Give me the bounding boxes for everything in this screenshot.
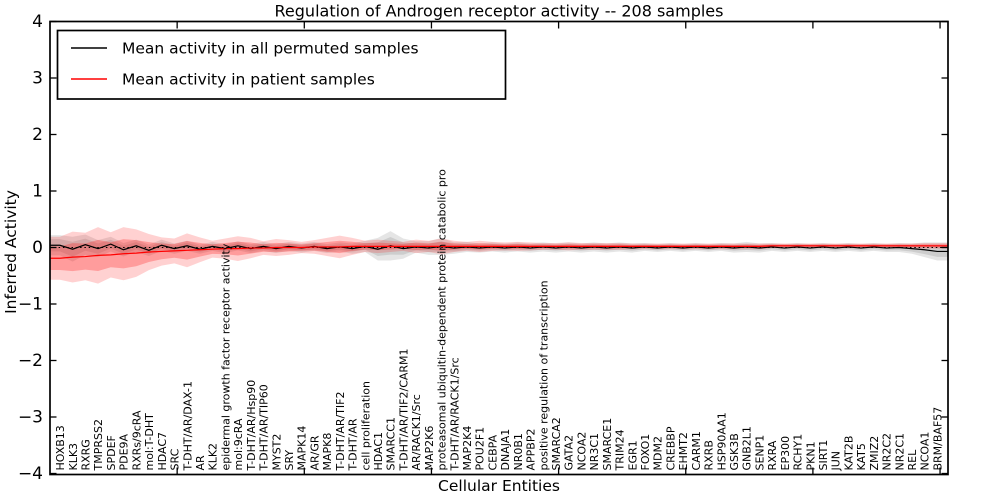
x-tick-label: MYST2 <box>270 434 283 471</box>
legend-box <box>56 29 507 100</box>
x-tick-labels: HOXB13 KLK3 RXRG TMPRSS2 SPDEF PDE9A RXRs/9cRA… <box>54 169 944 472</box>
x-axis-label: Cellular Entities <box>438 477 560 495</box>
axis-ticks <box>50 20 948 475</box>
x-tick-label: GSK3B <box>728 433 741 470</box>
x-tick-label: HOXB13 <box>54 425 67 470</box>
x-tick-label: SIRT1 <box>817 440 830 471</box>
x-tick-label: EHMT2 <box>677 432 690 470</box>
x-tick-label: NR0B1 <box>512 433 525 470</box>
x-tick-label: T-DHT/AR/TIF2/CARM1 <box>397 348 410 471</box>
y-tick-label: −3 <box>18 408 43 428</box>
x-tick-label: T-DHT/AR/TIF2 <box>334 391 347 471</box>
x-tick-label: NR2C2 <box>881 433 894 471</box>
x-tick-label: NR2C1 <box>893 433 906 471</box>
mean-lines <box>50 243 948 259</box>
x-tick-label: RXRG <box>80 439 93 470</box>
x-tick-label: T-DHT/AR/DAX-1 <box>181 381 194 471</box>
x-tick-label: EGR1 <box>626 440 639 470</box>
x-tick-label: POU2F1 <box>474 427 487 471</box>
x-tick-label: KAT5 <box>855 443 868 470</box>
x-tick-label: CARM1 <box>690 431 703 470</box>
x-tick-label: PDE9A <box>118 433 131 470</box>
x-tick-label: SPDEF <box>105 435 118 470</box>
x-tick-label: KLK3 <box>67 443 80 471</box>
x-tick-label: MAP2K4 <box>461 426 474 471</box>
x-tick-label: REL <box>906 449 919 471</box>
y-tick-label: 2 <box>32 125 43 145</box>
x-tick-label: MDM2 <box>652 436 665 470</box>
plot-frame <box>49 20 949 476</box>
x-tick-label: RXRs/9cRA <box>130 410 143 471</box>
x-tick-label: KLK2 <box>207 443 220 471</box>
x-tick-label: HDAC1 <box>372 432 385 471</box>
x-tick-label: T-DHT/AR/TIP60 <box>258 384 271 471</box>
x-tick-label: T-DHT/AR/Hsp90 <box>245 380 258 472</box>
x-tick-label: EP300 <box>779 436 792 471</box>
chart-title: Regulation of Androgen receptor activity… <box>275 2 724 21</box>
x-tick-label: SMARCA2 <box>550 417 563 470</box>
permuted-mean-line <box>50 243 948 253</box>
x-tick-label: KAT2B <box>842 436 855 471</box>
x-tick-label: AR/RACK1/Src <box>410 394 423 470</box>
y-tick-label: −1 <box>18 295 43 315</box>
x-tick-label: RCHY1 <box>792 434 805 471</box>
x-tick-label: MAP2K6 <box>423 426 436 471</box>
legend: Mean activity in all permuted samples Me… <box>56 29 507 100</box>
confidence-bands <box>50 227 948 284</box>
x-tick-label: MAPK8 <box>321 433 334 471</box>
legend-label-patient-samples: Mean activity in patient samples <box>122 71 375 89</box>
x-tick-label: APPBP2 <box>525 429 538 471</box>
x-tick-label: FOXO1 <box>639 434 652 471</box>
x-tick-label: NCOA2 <box>575 432 588 471</box>
x-tick-label: DNAJA1 <box>499 429 512 471</box>
x-tick-label: CREBBP <box>664 426 677 470</box>
y-axis-label: Inferred Activity <box>2 190 20 314</box>
patient-band-outer <box>50 227 948 284</box>
x-tick-label: SRC <box>169 448 182 470</box>
x-tick-label: JUN <box>830 451 843 472</box>
x-tick-label: BRM/BAF57 <box>931 407 944 471</box>
x-tick-label: RXRB <box>703 440 716 470</box>
x-tick-label: HDAC7 <box>156 432 169 471</box>
x-tick-label: RXRA <box>766 440 779 470</box>
x-tick-label: T-DHT/AR <box>347 418 360 471</box>
x-tick-label: epidermal growth factor receptor activit… <box>219 243 232 470</box>
x-tick-label: positive regulation of transcription <box>537 280 550 470</box>
x-tick-label: NCOA1 <box>919 432 932 471</box>
x-tick-label: TMPRSS2 <box>92 419 105 471</box>
x-tick-label: GATA2 <box>563 435 576 471</box>
y-tick-label: 3 <box>32 69 43 89</box>
x-tick-label: ZMIZ2 <box>868 436 881 471</box>
x-tick-label: mol:9cRA <box>232 418 245 470</box>
x-tick-label: SENP1 <box>753 435 766 471</box>
legend-label-permuted-samples: Mean activity in all permuted samples <box>122 40 419 58</box>
x-tick-label: cell proliferation <box>359 381 372 471</box>
x-tick-label: SMARCC1 <box>385 417 398 470</box>
x-tick-label: AR <box>194 455 207 471</box>
patient-mean-line <box>50 245 948 259</box>
x-tick-label: TRIM24 <box>614 429 627 471</box>
x-tick-label: AR/GR <box>308 435 321 470</box>
x-tick-label: SMARCE1 <box>601 418 614 471</box>
y-tick-label: 0 <box>32 238 43 258</box>
x-tick-label: mol:T-DHT <box>143 413 156 471</box>
x-tick-label: SRY <box>283 450 296 471</box>
y-tick-label: −2 <box>18 351 43 371</box>
y-tick-label: 1 <box>32 182 43 202</box>
x-tick-label: CEBPA <box>486 434 499 470</box>
x-tick-label: MAPK14 <box>296 426 309 471</box>
x-tick-label: NR3C1 <box>588 433 601 471</box>
x-tick-label: HSP90AA1 <box>715 412 728 470</box>
x-tick-label: T-DHT/AR/RACK1/Src <box>448 357 461 471</box>
x-tick-label: GNB2L1 <box>741 426 754 470</box>
x-tick-label: PKN1 <box>804 441 817 470</box>
x-tick-label: proteasomal ubiquitin-dependent protein … <box>436 169 449 471</box>
y-tick-label: 4 <box>32 12 43 32</box>
y-tick-labels: −4 −3 −2 −1 0 1 2 3 4 <box>18 12 43 484</box>
y-tick-label: −4 <box>18 464 43 484</box>
